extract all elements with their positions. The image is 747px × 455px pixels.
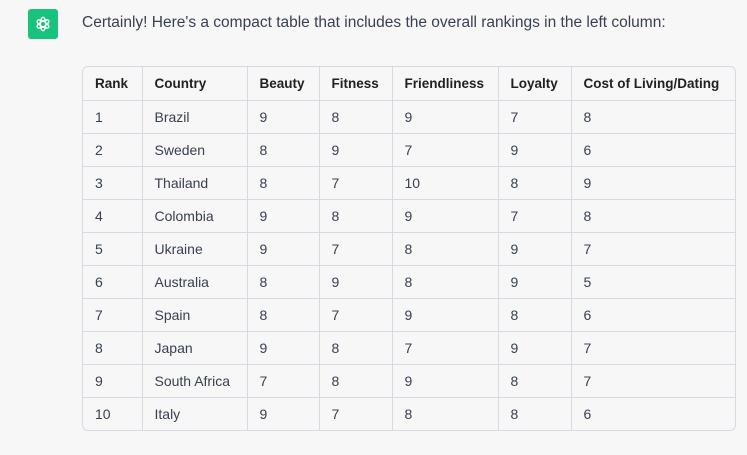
- table-cell: Japan: [142, 331, 248, 365]
- table-cell: 8: [498, 397, 572, 430]
- table-cell: 8: [392, 232, 499, 266]
- table-cell: 7: [319, 166, 393, 200]
- table-cell: 8: [319, 199, 393, 233]
- table-row: 8 Japan 9 8 7 9 7: [83, 331, 735, 365]
- table-cell: 9: [247, 331, 320, 365]
- table-cell: 9: [392, 364, 499, 398]
- table-cell: 5: [83, 232, 143, 266]
- table-cell: 9: [498, 232, 572, 266]
- column-header: Rank: [83, 67, 143, 101]
- column-header: Country: [142, 67, 248, 101]
- table-cell: 5: [571, 265, 735, 299]
- table-cell: 7: [571, 232, 735, 266]
- table-cell: 9: [247, 199, 320, 233]
- table-cell: 8: [498, 166, 572, 200]
- table-cell: 8: [83, 331, 143, 365]
- table-row: 10 Italy 9 7 8 8 6: [83, 397, 735, 430]
- table-cell: 9: [498, 265, 572, 299]
- table-cell: 6: [571, 133, 735, 167]
- table-row: 3 Thailand 8 7 10 8 9: [83, 166, 735, 200]
- table-cell: 7: [247, 364, 320, 398]
- table-cell: 9: [247, 100, 320, 134]
- column-header: Friendliness: [392, 67, 499, 101]
- table-cell: 6: [571, 298, 735, 332]
- table-cell: 4: [83, 199, 143, 233]
- assistant-message-intro: Certainly! Here's a compact table that i…: [82, 14, 666, 31]
- table-cell: Sweden: [142, 133, 248, 167]
- table-cell: Thailand: [142, 166, 248, 200]
- table-cell: 7: [571, 331, 735, 365]
- table-cell: 8: [571, 199, 735, 233]
- table-cell: 8: [247, 298, 320, 332]
- table-cell: 6: [83, 265, 143, 299]
- table-cell: 3: [83, 166, 143, 200]
- table-cell: 7: [392, 331, 499, 365]
- table-row: 4 Colombia 9 8 9 7 8: [83, 199, 735, 233]
- table-cell: Spain: [142, 298, 248, 332]
- openai-logo-icon: [36, 16, 50, 32]
- table-cell: 8: [319, 331, 393, 365]
- table-cell: Brazil: [142, 100, 248, 134]
- table-cell: 9: [571, 166, 735, 200]
- table-cell: 9: [392, 199, 499, 233]
- rankings-table-container: Rank Country Beauty Fitness Friendliness Loya…: [82, 66, 736, 431]
- table-cell: Italy: [142, 397, 248, 430]
- column-header: Cost of Living/Dating: [571, 67, 735, 101]
- table-cell: 8: [392, 397, 499, 430]
- table-cell: 8: [498, 298, 572, 332]
- table-row: 2 Sweden 8 9 7 9 6: [83, 133, 735, 167]
- table-cell: 2: [83, 133, 143, 167]
- table-cell: 8: [571, 100, 735, 134]
- table-cell: 8: [247, 166, 320, 200]
- table-cell: Colombia: [142, 199, 248, 233]
- table-row: 7 Spain 8 7 9 8 6: [83, 298, 735, 332]
- table-cell: South Africa: [142, 364, 248, 398]
- table-cell: 8: [247, 133, 320, 167]
- table-row: 9 South Africa 7 8 9 8 7: [83, 364, 735, 398]
- table-cell: Australia: [142, 265, 248, 299]
- table-cell: Ukraine: [142, 232, 248, 266]
- table-cell: 10: [83, 397, 143, 430]
- column-header: Fitness: [319, 67, 393, 101]
- table-cell: 7: [319, 397, 393, 430]
- table-cell: 7: [319, 298, 393, 332]
- table-cell: 10: [392, 166, 499, 200]
- table-cell: 9: [83, 364, 143, 398]
- table-row: 5 Ukraine 9 7 8 9 7: [83, 232, 735, 266]
- column-header: Loyalty: [498, 67, 572, 101]
- table-cell: 1: [83, 100, 143, 134]
- table-row: 1 Brazil 9 8 9 7 8: [83, 100, 735, 134]
- table-cell: 7: [83, 298, 143, 332]
- table-cell: 7: [498, 100, 572, 134]
- table-cell: 7: [392, 133, 499, 167]
- table-row: 6 Australia 8 9 8 9 5: [83, 265, 735, 299]
- table-cell: 8: [319, 364, 393, 398]
- table-cell: 9: [392, 100, 499, 134]
- table-cell: 8: [319, 100, 393, 134]
- table-cell: 6: [583, 405, 592, 422]
- assistant-avatar: [28, 9, 58, 39]
- table-cell: 7: [319, 232, 393, 266]
- table-cell: 9: [247, 397, 320, 430]
- table-cell: 9: [392, 298, 499, 332]
- table-cell: 9: [498, 133, 572, 167]
- table-cell: 9: [319, 265, 393, 299]
- table-cell: 8: [247, 265, 320, 299]
- table-body: 1 Brazil 9 8 9 7 8 2 Sweden 8 9 7 9 6 3 Thailand 8 7 10 8 9 4…: [83, 100, 735, 430]
- table-header-row: Rank Country Beauty Fitness Friendliness Loya…: [83, 67, 735, 101]
- table-cell: 8: [392, 265, 499, 299]
- table-cell: 9: [247, 232, 320, 266]
- table-cell: 7: [571, 364, 735, 398]
- table-cell: 7: [498, 199, 572, 233]
- table-cell: 9: [498, 331, 572, 365]
- column-header: Beauty: [247, 67, 320, 101]
- table-cell: 8: [498, 364, 572, 398]
- rankings-table: Rank Country Beauty Fitness Friendliness Loya…: [83, 67, 735, 430]
- table-cell: 9: [319, 133, 393, 167]
